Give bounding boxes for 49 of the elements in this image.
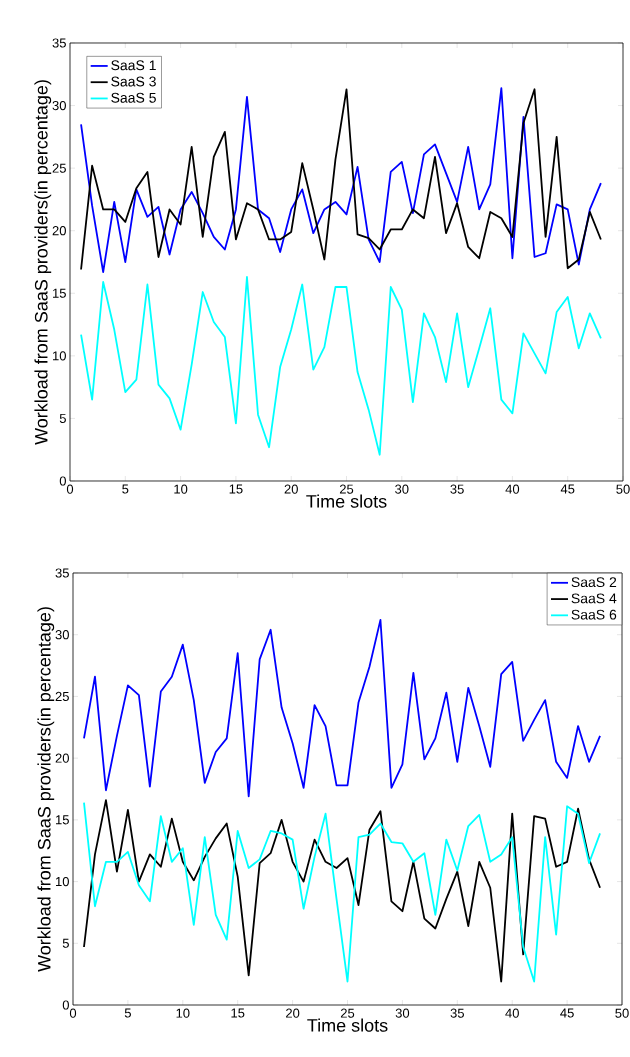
y-tick-label: 15 [53,288,66,298]
y-tick-label: 20 [52,226,66,236]
x-tick-label: 25 [340,1008,355,1018]
y-tick-label: 30 [55,630,69,640]
x-tick-label: 20 [284,484,298,494]
y-tick-label: 5 [62,938,69,948]
x-tick-label: 50 [615,1008,629,1018]
x-tick-label: 0 [69,1008,77,1018]
y-tick-label: 5 [59,413,66,423]
x-tick-label: 25 [339,484,354,494]
y-tick-label: 25 [52,163,66,173]
x-tick-label: 10 [176,1008,190,1018]
y-tick-label: 10 [56,876,69,887]
y-tick-label: 35 [55,568,69,578]
y-tick-label: 0 [59,476,66,486]
x-tick-label: 15 [229,484,243,494]
line-series [80,276,602,456]
x-tick-label: 15 [231,1008,245,1018]
y-axis-title: Workload from SaaS providers(in percentage) [37,607,55,972]
x-axis-title: Time slots [306,494,387,508]
x-tick-label: 20 [286,1008,300,1018]
x-tick-label: 5 [122,484,129,494]
x-tick-label: 45 [560,484,575,494]
y-tick-label: 25 [55,691,69,702]
x-tick-label: 40 [505,1008,519,1018]
x-tick-label: 5 [124,1008,131,1018]
line-series [83,619,601,798]
x-tick-label: 45 [560,1008,574,1018]
x-tick-label: 35 [450,1008,464,1018]
y-tick-label: 35 [52,38,66,48]
legend-label: SaaS 2 [571,577,617,588]
x-tick-label: 10 [174,484,188,494]
x-tick-label: 30 [395,484,409,494]
x-tick-label: 35 [450,484,464,494]
y-tick-label: 0 [62,1000,69,1010]
y-tick-label: 15 [56,815,69,825]
legend-label: SaaS 1 [111,60,156,71]
x-tick-label: 50 [616,484,630,494]
y-axis-title: Workload from SaaS providers(in percentage) [34,80,52,445]
x-axis-title: Time slots [307,1018,388,1032]
legend-label: SaaS 6 [571,609,617,620]
legend-label: SaaS 3 [111,76,156,87]
x-tick-label: 40 [505,484,520,494]
y-tick-label: 20 [55,753,69,763]
y-tick-label: 30 [52,100,66,111]
x-tick-label: 30 [395,1008,410,1018]
y-tick-label: 10 [53,351,66,361]
legend-label: SaaS 4 [571,593,617,604]
legend-label: SaaS 5 [111,92,156,103]
